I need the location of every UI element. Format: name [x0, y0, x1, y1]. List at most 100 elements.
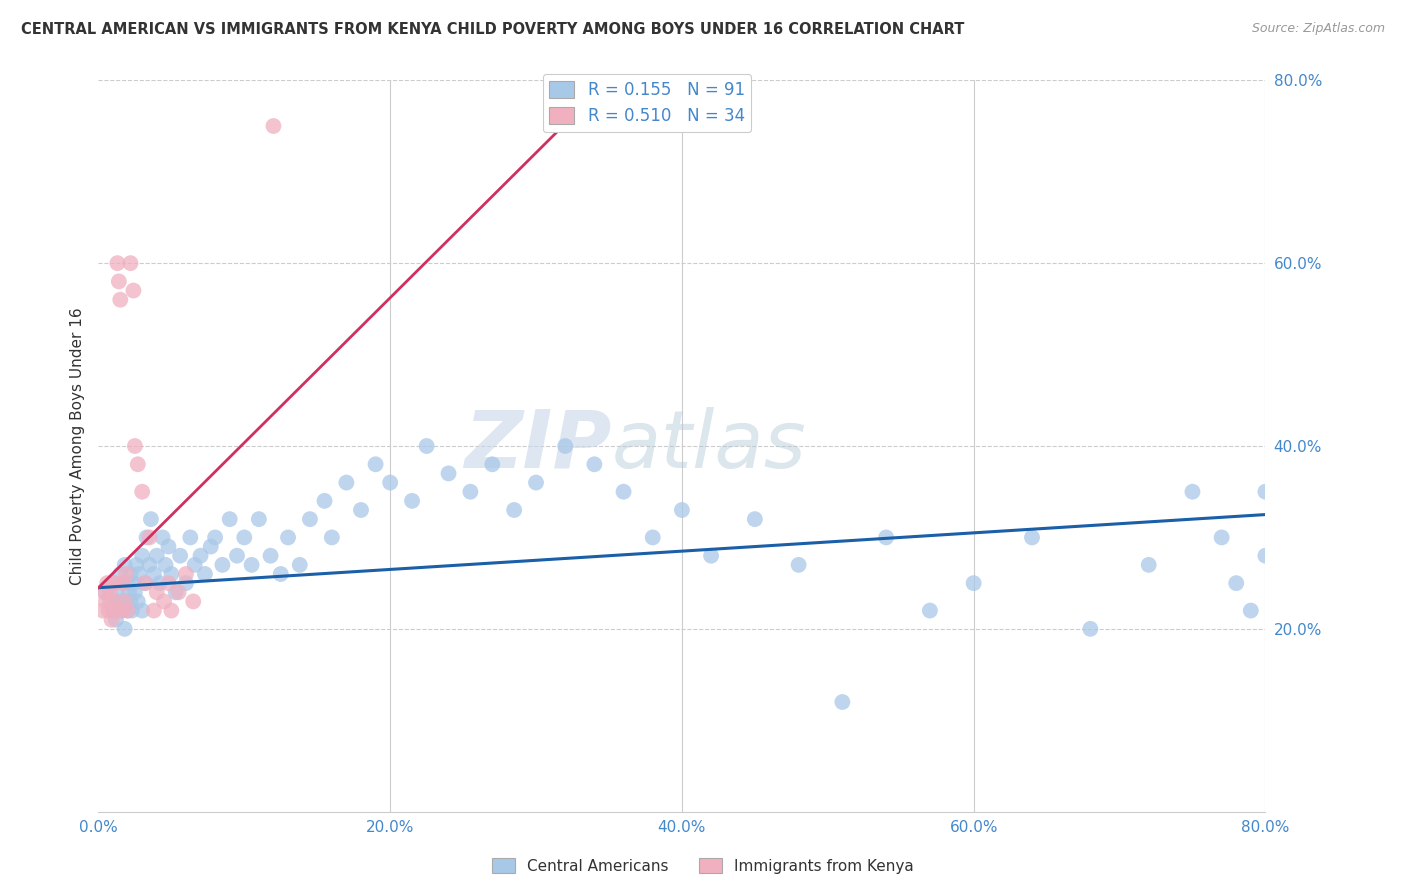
Point [112, 576, 135, 591]
Point [183, 558, 205, 572]
Point [218, 512, 240, 526]
Point [134, 576, 156, 591]
Point [104, 613, 127, 627]
Point [117, 603, 139, 617]
Point [259, 549, 281, 563]
Point [127, 594, 149, 608]
Point [114, 594, 136, 608]
Point [138, 558, 160, 572]
Point [134, 576, 156, 591]
Point [122, 284, 145, 298]
Point [179, 530, 201, 544]
Point [127, 457, 149, 471]
Point [503, 503, 526, 517]
Point [460, 484, 482, 499]
Point [262, 119, 284, 133]
Point [98, 594, 121, 608]
Point [641, 530, 664, 544]
Point [247, 512, 270, 526]
Point [1254, 549, 1277, 563]
Point [160, 603, 183, 617]
Point [744, 512, 766, 526]
Point [122, 576, 145, 591]
Point [120, 594, 142, 608]
Point [101, 594, 124, 608]
Point [118, 585, 141, 599]
Point [155, 558, 177, 572]
Point [111, 603, 134, 617]
Point [115, 567, 138, 582]
Legend: R = 0.155   N = 91, R = 0.510   N = 34: R = 0.155 N = 91, R = 0.510 N = 34 [543, 74, 751, 132]
Point [101, 603, 124, 617]
Point [583, 457, 606, 471]
Point [114, 622, 136, 636]
Point [415, 439, 437, 453]
Point [380, 475, 402, 490]
Point [1254, 484, 1277, 499]
Point [142, 567, 165, 582]
Point [100, 613, 122, 627]
Point [93, 585, 115, 599]
Point [160, 567, 183, 582]
Point [110, 293, 132, 307]
Point [226, 549, 249, 563]
Point [97, 603, 120, 617]
Point [1225, 576, 1247, 591]
Point [167, 585, 190, 599]
Point [875, 530, 897, 544]
Text: CENTRAL AMERICAN VS IMMIGRANTS FROM KENYA CHILD POVERTY AMONG BOYS UNDER 16 CORR: CENTRAL AMERICAN VS IMMIGRANTS FROM KENY… [21, 22, 965, 37]
Text: ZIP: ZIP [464, 407, 612, 485]
Point [321, 530, 343, 544]
Text: Source: ZipAtlas.com: Source: ZipAtlas.com [1251, 22, 1385, 36]
Point [157, 576, 180, 591]
Point [142, 603, 165, 617]
Point [1181, 484, 1204, 499]
Point [190, 549, 212, 563]
Point [120, 256, 142, 270]
Point [298, 512, 321, 526]
Point [108, 594, 131, 608]
Point [335, 475, 357, 490]
Point [204, 530, 226, 544]
Point [128, 567, 150, 582]
Point [481, 457, 503, 471]
Point [200, 540, 222, 554]
Point [401, 494, 423, 508]
Point [211, 558, 233, 572]
Y-axis label: Child Poverty Among Boys Under 16: Child Poverty Among Boys Under 16 [69, 307, 84, 585]
Point [96, 576, 118, 591]
Point [181, 594, 204, 608]
Point [918, 603, 941, 617]
Point [1080, 622, 1102, 636]
Point [135, 530, 157, 544]
Point [91, 603, 114, 617]
Point [103, 576, 125, 591]
Point [115, 594, 138, 608]
Point [174, 567, 197, 582]
Point [1137, 558, 1160, 572]
Point [120, 567, 142, 582]
Point [524, 475, 547, 490]
Point [831, 695, 853, 709]
Point [240, 558, 263, 572]
Point [98, 585, 121, 599]
Point [149, 576, 172, 591]
Point [139, 512, 162, 526]
Point [131, 484, 153, 499]
Point [124, 439, 146, 453]
Point [1211, 530, 1233, 544]
Point [700, 549, 723, 563]
Point [277, 530, 299, 544]
Point [364, 457, 387, 471]
Point [138, 530, 160, 544]
Point [174, 576, 197, 591]
Point [233, 530, 256, 544]
Point [1021, 530, 1043, 544]
Point [117, 576, 139, 591]
Point [117, 603, 139, 617]
Text: atlas: atlas [612, 407, 807, 485]
Legend: Central Americans, Immigrants from Kenya: Central Americans, Immigrants from Kenya [486, 852, 920, 880]
Point [194, 567, 217, 582]
Point [121, 603, 143, 617]
Point [1240, 603, 1263, 617]
